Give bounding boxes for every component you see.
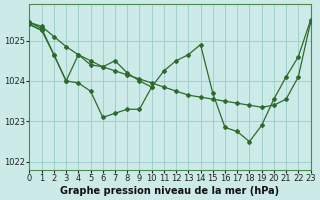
X-axis label: Graphe pression niveau de la mer (hPa): Graphe pression niveau de la mer (hPa) — [60, 186, 280, 196]
